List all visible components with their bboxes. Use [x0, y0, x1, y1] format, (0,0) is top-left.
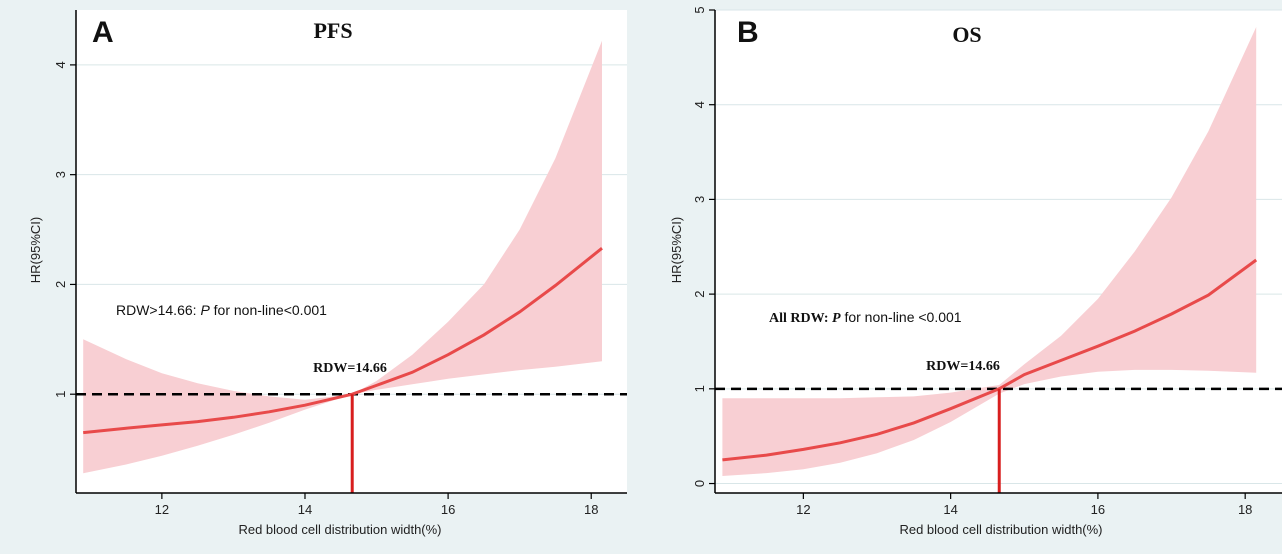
- panel-letter: A: [92, 16, 114, 49]
- y-tick-label: 2: [53, 281, 68, 288]
- y-ticks: 0 1 2 3 4 5: [692, 6, 715, 487]
- x-tick-label: 14: [298, 502, 312, 517]
- annotation-prefix: All RDW:: [769, 311, 832, 326]
- significance-annotation: All RDW: P for non-line <0.001: [769, 309, 962, 326]
- hr-curve-layer: [722, 258, 1258, 462]
- y-tick-label: 5: [692, 6, 707, 13]
- annotation-p: P: [832, 311, 841, 326]
- annotation-suffix: for non-line<0.001: [210, 302, 327, 318]
- y-tick-label: 2: [692, 291, 707, 298]
- annotation-prefix: RDW>14.66:: [116, 302, 200, 318]
- x-tick-label: 14: [943, 502, 957, 517]
- axes: [714, 10, 1282, 494]
- y-tick-label: 1: [692, 385, 707, 392]
- y-axis-label: HR(95%CI): [28, 217, 43, 283]
- significance-annotation: RDW>14.66: P for non-line<0.001: [116, 302, 327, 318]
- x-axis-label: Red blood cell distribution width(%): [238, 522, 441, 537]
- ci-band: [722, 27, 1257, 476]
- cutoff-label: RDW=14.66: [313, 361, 387, 376]
- y-tick-label: 4: [692, 101, 707, 108]
- ci-band-layer: [722, 27, 1257, 476]
- y-axis-label: HR(95%CI): [669, 217, 684, 283]
- ci-band-layer: [83, 40, 602, 474]
- y-ticks: 1 2 3 4: [53, 61, 76, 398]
- x-tick-label: 18: [584, 502, 598, 517]
- x-axis-title: Red blood cell distribution width: [238, 522, 421, 537]
- y-tick-label: 4: [53, 61, 68, 68]
- cutoff-label: RDW=14.66: [926, 359, 1000, 374]
- x-ticks: 12 14 16 18: [796, 493, 1252, 517]
- x-tick-label: 12: [155, 502, 169, 517]
- x-axis-label: Red blood cell distribution width(%): [899, 522, 1102, 537]
- x-tick-label: 16: [441, 502, 455, 517]
- ci-band: [83, 40, 602, 474]
- y-tick-label: 3: [53, 171, 68, 178]
- panel-letter: B: [737, 16, 759, 49]
- chart-title: PFS: [313, 18, 352, 43]
- axes: [75, 10, 627, 494]
- x-tick-label: 16: [1091, 502, 1105, 517]
- chart-title: OS: [952, 22, 981, 47]
- hr-curve-layer: [83, 247, 603, 435]
- y-tick-label: 1: [53, 391, 68, 398]
- annotation-p: P: [200, 302, 210, 318]
- annotation-suffix: for non-line <0.001: [841, 309, 962, 325]
- hr-curve: [722, 258, 1258, 462]
- hr-curve: [83, 247, 603, 435]
- y-tick-label: 0: [692, 480, 707, 487]
- x-tick-label: 18: [1238, 502, 1252, 517]
- x-tick-label: 12: [796, 502, 810, 517]
- y-tick-label: 3: [692, 196, 707, 203]
- x-ticks: 12 14 16 18: [155, 493, 598, 517]
- x-axis-title: Red blood cell distribution width: [899, 522, 1082, 537]
- x-axis-unit: (%): [421, 522, 441, 537]
- x-axis-unit: (%): [1082, 522, 1102, 537]
